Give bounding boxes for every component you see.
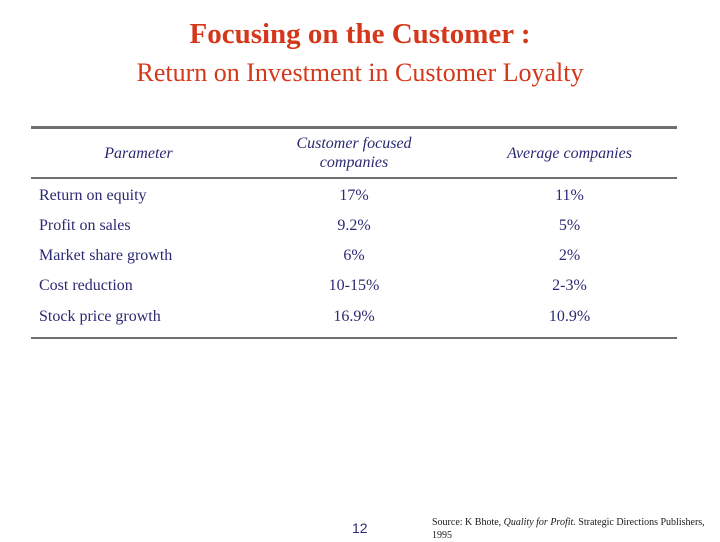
row-parameter: Stock price growth xyxy=(39,308,161,325)
row-parameter: Profit on sales xyxy=(39,217,131,234)
header-average: Average companies xyxy=(507,144,632,162)
table-row: Cost reduction 10-15% 2-3% xyxy=(31,271,677,301)
row-customer-focused-value: 17% xyxy=(339,187,369,204)
table-row: Profit on sales 9.2% 5% xyxy=(31,211,677,241)
row-customer-focused-value: 6% xyxy=(343,247,365,264)
row-parameter: Market share growth xyxy=(39,247,173,264)
row-parameter: Cost reduction xyxy=(39,277,133,294)
table-row: Return on equity 17% 11% xyxy=(31,178,677,211)
source-citation: Source: K Bhote, Quality for Profit. Str… xyxy=(432,516,717,542)
row-average-value: 11% xyxy=(555,187,584,204)
roi-table: Parameter Customer focused companies Ave… xyxy=(31,126,677,339)
table-body: Return on equity 17% 11% Profit on sales… xyxy=(31,178,677,338)
table-row: Stock price growth 16.9% 10.9% xyxy=(31,301,677,338)
row-customer-focused-value: 16.9% xyxy=(333,308,375,325)
header-customer-focused-line1: Customer focused xyxy=(296,135,412,152)
row-average-value: 10.9% xyxy=(548,308,591,325)
source-book-title: Quality for Profit. xyxy=(503,517,576,528)
row-average-value: 5% xyxy=(558,217,581,234)
row-average-value: 2-3% xyxy=(552,277,587,294)
row-customer-focused-value: 10-15% xyxy=(328,277,380,294)
row-parameter: Return on equity xyxy=(39,187,147,204)
header-customer-focused: Customer focused companies xyxy=(246,128,462,179)
header-customer-focused-line2: companies xyxy=(319,154,389,171)
header-parameter: Parameter xyxy=(104,144,173,162)
header-row: Parameter Customer focused companies Ave… xyxy=(31,127,677,179)
slide-title: Focusing on the Customer : xyxy=(189,18,531,50)
source-prefix: Source: K Bhote, xyxy=(432,517,504,528)
source-suffix: Strategic Directions Publishers, 1995 xyxy=(432,517,705,541)
table-header: Parameter Customer focused companies Ave… xyxy=(31,127,677,179)
row-customer-focused-value: 9.2% xyxy=(337,217,371,234)
slide-subtitle: Return on Investment in Customer Loyalty xyxy=(136,58,584,87)
table-row: Market share growth 6% 2% xyxy=(31,241,677,271)
page-number: 12 xyxy=(352,520,368,536)
row-average-value: 2% xyxy=(558,247,581,264)
